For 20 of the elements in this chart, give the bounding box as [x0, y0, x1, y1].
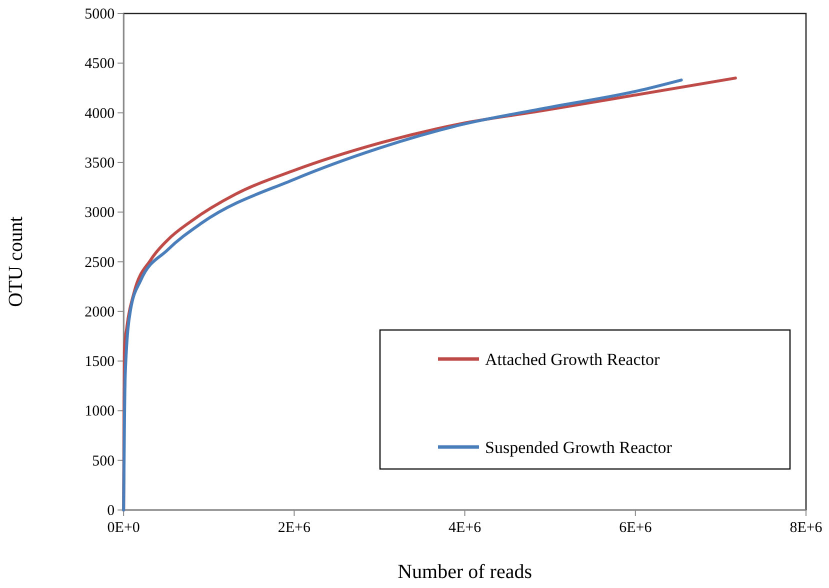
y-tick-label: 1000: [84, 404, 115, 420]
y-tick-label: 0: [107, 503, 115, 519]
y-tick-label: 3500: [84, 155, 115, 172]
x-axis-title: Number of reads: [398, 561, 532, 583]
x-tick-label: 8E+6: [790, 520, 823, 536]
x-tick-label: 4E+6: [448, 520, 482, 536]
y-tick-label: 3000: [84, 205, 115, 222]
y-axis-title: OTU count: [5, 216, 27, 308]
legend-label: Suspended Growth Reactor: [485, 438, 672, 457]
y-tick-label: 2500: [84, 254, 115, 271]
y-tick-label: 2000: [84, 304, 115, 320]
y-tick-label: 4000: [84, 106, 115, 122]
y-tick-label: 4500: [84, 56, 115, 72]
y-tick-label: 1500: [84, 354, 115, 370]
x-tick-label: 6E+6: [619, 520, 652, 536]
x-tick-label: 2E+6: [278, 520, 312, 536]
x-tick-label: 0E+0: [107, 520, 140, 536]
legend-label: Attached Growth Reactor: [485, 350, 660, 369]
y-tick-label: 500: [92, 453, 115, 470]
y-tick-label: 5000: [84, 6, 115, 22]
